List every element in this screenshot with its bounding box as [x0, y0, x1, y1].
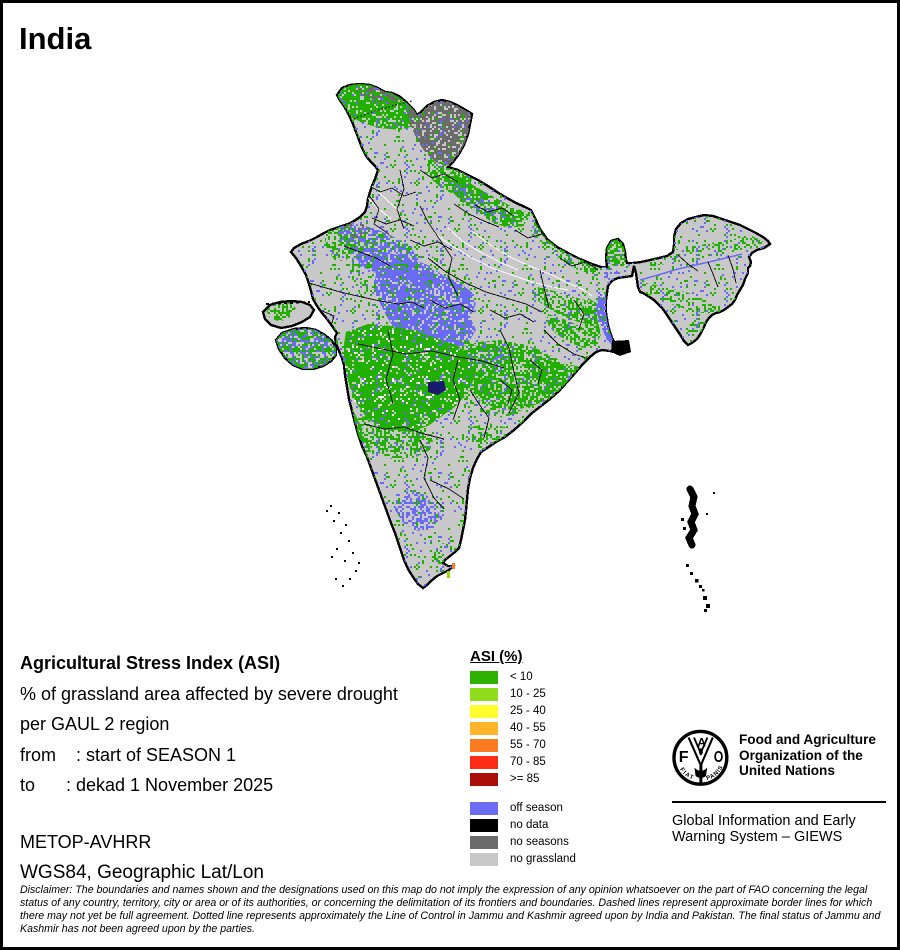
svg-text:O: O: [714, 749, 724, 766]
svg-text:A: A: [697, 736, 706, 750]
svg-text:F: F: [679, 749, 689, 766]
